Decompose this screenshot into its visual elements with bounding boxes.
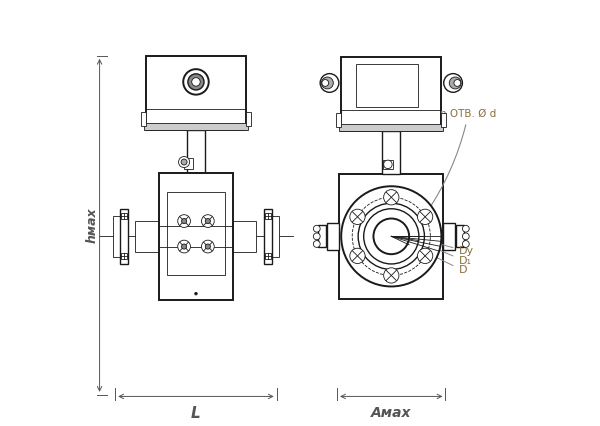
- Bar: [144, 124, 248, 130]
- Circle shape: [178, 215, 190, 227]
- Circle shape: [182, 219, 187, 224]
- Bar: [121, 253, 127, 259]
- Bar: [319, 225, 326, 248]
- Bar: [264, 209, 272, 264]
- Text: n ОТВ. Ø d: n ОТВ. Ø d: [427, 109, 496, 213]
- Text: hмах: hмах: [85, 207, 98, 243]
- Circle shape: [183, 69, 209, 95]
- Bar: [272, 216, 279, 257]
- Bar: [146, 56, 246, 130]
- Bar: [187, 130, 205, 173]
- Bar: [121, 213, 127, 219]
- Circle shape: [444, 74, 463, 92]
- Bar: [341, 57, 441, 131]
- Circle shape: [313, 225, 320, 232]
- Bar: [457, 225, 464, 248]
- Circle shape: [341, 186, 442, 286]
- Bar: [113, 216, 119, 257]
- Circle shape: [350, 209, 365, 225]
- Bar: [383, 160, 392, 169]
- Circle shape: [322, 77, 334, 89]
- Bar: [337, 113, 341, 127]
- Circle shape: [182, 244, 187, 249]
- Circle shape: [383, 190, 399, 205]
- Bar: [441, 113, 446, 127]
- Bar: [265, 253, 271, 259]
- Circle shape: [373, 219, 409, 254]
- Circle shape: [205, 219, 211, 224]
- Circle shape: [383, 160, 392, 169]
- Circle shape: [181, 159, 187, 165]
- Bar: [119, 209, 128, 264]
- Text: Aмах: Aмах: [371, 406, 412, 420]
- Text: D: D: [412, 245, 467, 275]
- Circle shape: [463, 241, 469, 248]
- Bar: [136, 221, 159, 251]
- Circle shape: [192, 78, 200, 86]
- Circle shape: [322, 80, 329, 86]
- Circle shape: [178, 240, 190, 253]
- Circle shape: [358, 203, 424, 270]
- Circle shape: [449, 77, 461, 89]
- Text: Dу: Dу: [427, 241, 473, 256]
- Circle shape: [194, 292, 197, 295]
- Circle shape: [179, 156, 190, 167]
- Text: D₁: D₁: [421, 242, 472, 266]
- Bar: [382, 131, 400, 174]
- Bar: [339, 174, 443, 299]
- Circle shape: [313, 241, 320, 248]
- Circle shape: [320, 74, 339, 92]
- Bar: [340, 124, 443, 131]
- Circle shape: [418, 248, 433, 264]
- Bar: [184, 158, 193, 169]
- Circle shape: [188, 74, 204, 90]
- Text: L: L: [191, 406, 201, 421]
- Bar: [265, 213, 271, 219]
- Bar: [328, 222, 339, 250]
- Circle shape: [202, 215, 214, 227]
- Bar: [246, 112, 251, 126]
- Circle shape: [463, 233, 469, 240]
- Circle shape: [463, 225, 469, 232]
- Circle shape: [205, 244, 211, 249]
- Bar: [443, 222, 455, 250]
- Circle shape: [418, 209, 433, 225]
- Bar: [233, 221, 256, 251]
- Circle shape: [313, 233, 320, 240]
- Bar: [356, 63, 418, 107]
- Circle shape: [454, 80, 461, 86]
- Bar: [159, 173, 233, 300]
- Circle shape: [383, 268, 399, 283]
- Bar: [167, 193, 225, 275]
- Bar: [141, 112, 146, 126]
- Circle shape: [350, 248, 365, 264]
- Circle shape: [202, 240, 214, 253]
